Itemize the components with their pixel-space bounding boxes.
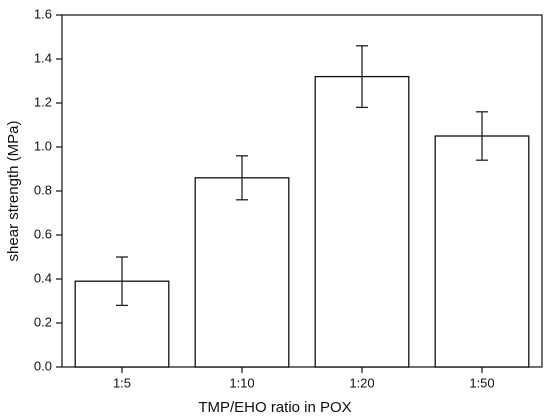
x-tick-label: 1:20	[349, 375, 374, 390]
bar	[314, 75, 410, 368]
x-axis-label: TMP/EHO ratio in POX	[198, 399, 351, 416]
y-tick-label: 0.6	[34, 226, 52, 241]
x-tick-label: 1:5	[113, 375, 131, 390]
y-tick-label: 0.4	[34, 270, 52, 285]
y-tick-label: 0.2	[34, 314, 52, 329]
bar	[194, 177, 290, 368]
x-tick-label: 1:50	[469, 375, 494, 390]
y-tick-label: 1.4	[34, 50, 52, 65]
y-tick-label: 0.0	[34, 358, 52, 373]
y-tick-label: 0.8	[34, 182, 52, 197]
y-axis-label: shear strength (MPa)	[5, 121, 22, 262]
y-tick-label: 1.6	[34, 6, 52, 21]
y-tick-label: 1.0	[34, 138, 52, 153]
y-tick-label: 1.2	[34, 94, 52, 109]
bar	[434, 135, 530, 368]
x-tick-label: 1:10	[229, 375, 254, 390]
